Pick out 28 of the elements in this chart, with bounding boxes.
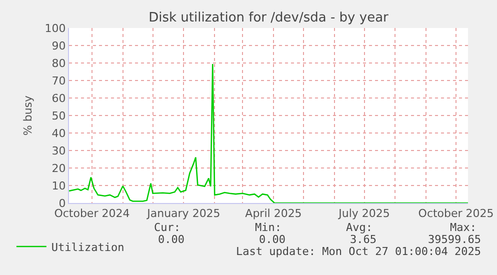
x-tick-label: October 2025 xyxy=(418,207,494,220)
chart-title: Disk utilization for /dev/sda - by year xyxy=(148,10,390,26)
legend-label: Utilization xyxy=(51,240,124,254)
y-tick-label: 60 xyxy=(52,92,66,105)
x-tick-label: October 2024 xyxy=(54,207,130,220)
text: 0.00 xyxy=(259,233,286,246)
x-tick-label: January 2025 xyxy=(146,207,220,220)
text: Max: xyxy=(450,221,476,234)
y-tick-label: 90 xyxy=(52,39,66,52)
y-tick-label: 40 xyxy=(52,126,66,140)
text: 39599.65 xyxy=(428,233,481,246)
text: 3.65 xyxy=(350,233,376,246)
y-axis-title: % busy xyxy=(21,94,34,136)
text: Min: xyxy=(255,221,282,234)
y-tick-label: 50 xyxy=(52,109,66,122)
y-tick-label: 80 xyxy=(52,56,66,70)
y-tick-label: 70 xyxy=(52,74,66,88)
y-tick-label: 10 xyxy=(52,179,66,192)
y-tick-label: 20 xyxy=(52,162,66,175)
text: Avg: xyxy=(346,221,372,234)
text: 0.00 xyxy=(158,233,184,246)
y-tick-label: 100 xyxy=(44,22,66,35)
y-tick-label: 0 xyxy=(58,196,66,210)
y-tick-label: 30 xyxy=(52,144,66,158)
x-tick-label: April 2025 xyxy=(245,207,302,220)
text: Cur: xyxy=(154,221,180,234)
text: Last update: Mon Oct 27 01:00:04 2025 xyxy=(236,245,482,258)
x-tick-label: July 2025 xyxy=(338,207,390,220)
